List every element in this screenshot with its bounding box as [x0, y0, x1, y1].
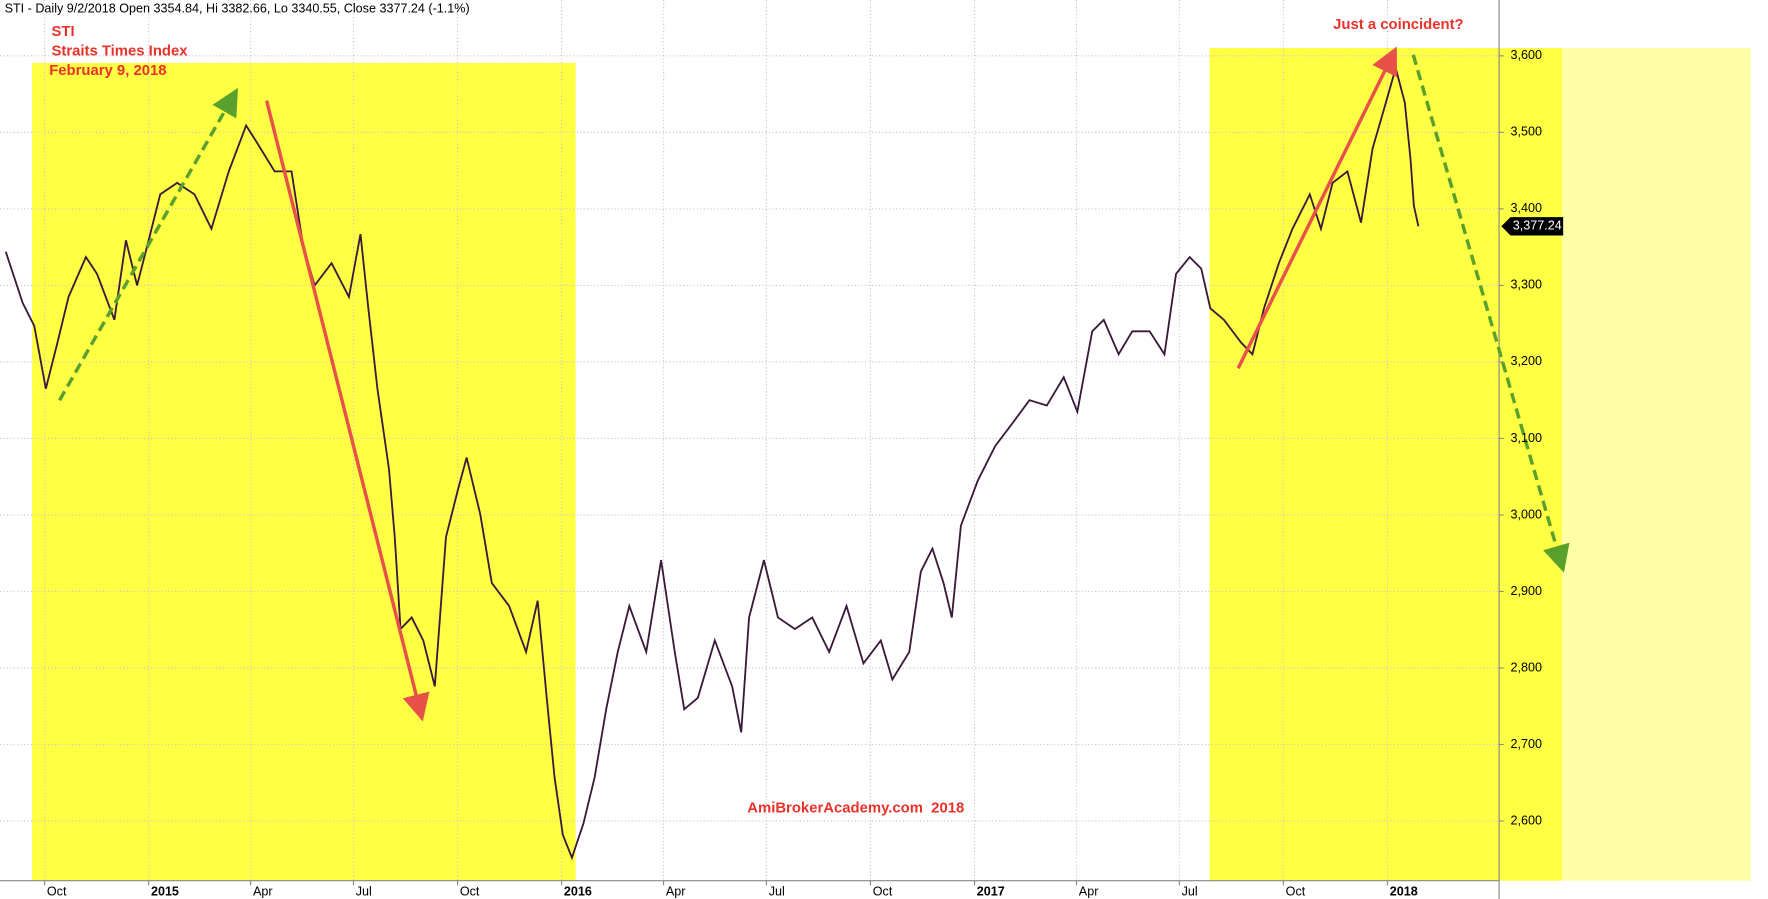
x-tick-label: Apr: [253, 884, 273, 898]
highlight-band: [1209, 48, 1563, 881]
y-tick-label: 2,900: [1511, 584, 1542, 598]
x-tick-label: Jul: [769, 884, 785, 898]
subtitle: Straits Times Index: [51, 43, 188, 59]
x-tick-label: 2015: [151, 884, 179, 898]
trend-arrow: [58, 87, 238, 402]
x-tick-label: Jul: [356, 884, 372, 898]
y-tick-label: 3,600: [1511, 48, 1542, 62]
plot: [4, 64, 1420, 861]
y-tick-label: 3,100: [1511, 431, 1542, 445]
y-tick-label: 3,500: [1511, 125, 1542, 139]
x-tick-label: Apr: [666, 884, 686, 898]
highlight-band: [1562, 48, 1751, 881]
last-price-box: [1501, 217, 1564, 236]
annotation: AmiBrokerAcademy.com 2018: [747, 801, 964, 817]
y-tick-label: 3,200: [1511, 354, 1542, 368]
x-tick-label: Jul: [1182, 884, 1198, 898]
highlight-band: [32, 62, 576, 881]
x-tick-label: Oct: [460, 884, 480, 898]
y-tick-label: 2,600: [1511, 813, 1542, 827]
series-line: [4, 64, 1420, 861]
trend-arrows: [58, 46, 1570, 722]
x-tick-label: Oct: [47, 884, 67, 898]
x-tick-label: 2017: [977, 884, 1005, 898]
chart-title: STI - Daily 9/2/2018 Open 3354.84, Hi 33…: [5, 1, 470, 15]
y-tick-label: 2,800: [1511, 660, 1542, 674]
y-tick-label: 3,400: [1511, 201, 1542, 215]
x-tick-label: Oct: [873, 884, 893, 898]
y-tick-label: 3,000: [1511, 507, 1542, 521]
subtitle: February 9, 2018: [49, 63, 166, 79]
x-tick-label: 2018: [1390, 884, 1418, 898]
trend-arrow: [1411, 54, 1570, 573]
x-tick-label: Apr: [1079, 884, 1099, 898]
y-tick-label: 3,300: [1511, 278, 1542, 292]
x-tick-label: Oct: [1286, 884, 1306, 898]
x-tick-label: 2016: [564, 884, 592, 898]
trend-arrow: [1236, 46, 1398, 370]
series-name: STI: [51, 24, 74, 40]
trend-arrow: [264, 100, 430, 722]
grid: [0, 0, 1500, 881]
last-price-label: 3,377.24: [1513, 219, 1562, 233]
highlights: [32, 48, 1751, 881]
y-tick-label: 2,700: [1511, 737, 1542, 751]
annotation: Just a coincident?: [1333, 17, 1464, 33]
